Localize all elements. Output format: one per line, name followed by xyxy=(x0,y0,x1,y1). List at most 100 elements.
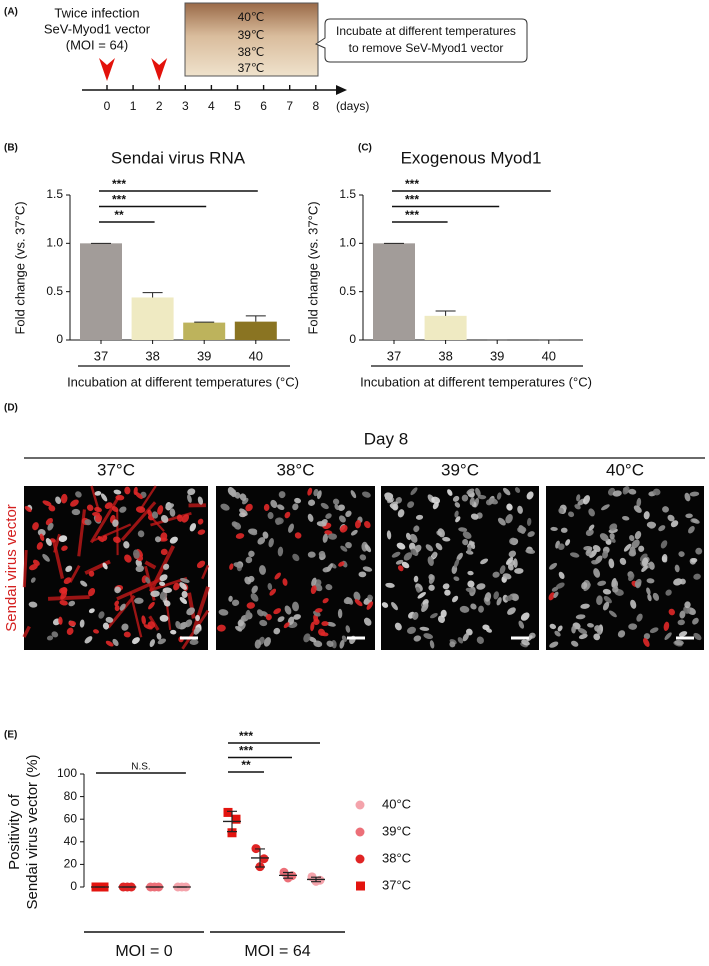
nucleus xyxy=(134,597,144,604)
nucleus xyxy=(79,619,85,628)
nucleus xyxy=(628,573,635,582)
y-tick-label: 80 xyxy=(64,789,78,803)
nucleus xyxy=(391,551,401,558)
nucleus xyxy=(145,577,151,584)
nucleus xyxy=(413,575,419,583)
nucleus xyxy=(401,561,410,569)
nucleus xyxy=(499,565,506,575)
nucleus xyxy=(303,633,311,643)
fiber xyxy=(187,592,196,619)
nucleus xyxy=(648,522,656,529)
nucleus xyxy=(39,533,45,541)
nucleus xyxy=(47,522,54,531)
nucleus xyxy=(361,491,371,498)
nucleus xyxy=(603,595,612,604)
day-label: 4 xyxy=(208,99,215,113)
nucleus xyxy=(691,518,700,524)
fiber xyxy=(84,559,111,575)
error-bar xyxy=(435,310,456,316)
nucleus xyxy=(325,513,332,519)
y-axis-label: Fold change (vs. 37°C) xyxy=(305,201,320,334)
nucleus xyxy=(364,544,372,553)
nucleus xyxy=(549,641,559,648)
day-label: 5 xyxy=(234,99,241,113)
nucleus xyxy=(353,591,361,601)
fiber xyxy=(22,550,28,588)
nucleus xyxy=(649,627,659,634)
nucleus xyxy=(451,595,459,603)
nucleus xyxy=(310,621,315,632)
nucleus xyxy=(283,622,290,629)
nucleus xyxy=(318,550,326,558)
nucleus xyxy=(601,504,610,511)
nucleus xyxy=(568,511,575,518)
nucleus xyxy=(86,504,94,511)
y-tick-label: 0 xyxy=(70,879,77,893)
nucleus xyxy=(558,507,564,514)
nucleus xyxy=(123,631,131,638)
callout-text: to remove SeV-Myod1 vector xyxy=(349,41,504,55)
nucleus xyxy=(294,497,302,504)
nucleus xyxy=(322,597,329,604)
nucleus xyxy=(560,527,568,533)
fiber xyxy=(191,586,210,632)
nucleus xyxy=(292,553,300,562)
nucleus xyxy=(275,518,282,526)
nucleus xyxy=(115,494,125,501)
bar xyxy=(234,321,277,340)
nucleus xyxy=(663,621,670,631)
nucleus xyxy=(70,499,79,507)
nucleus xyxy=(278,491,286,499)
nucleus xyxy=(274,572,281,580)
nucleus xyxy=(233,522,242,530)
nucleus xyxy=(229,563,234,570)
nucleus xyxy=(105,616,114,623)
nucleus xyxy=(187,494,192,503)
fiber xyxy=(77,509,87,557)
nucleus xyxy=(461,494,469,502)
nucleus xyxy=(594,625,601,632)
nucleus xyxy=(574,504,581,510)
nucleus xyxy=(410,533,418,543)
nucleus xyxy=(520,612,530,621)
nucleus xyxy=(576,494,581,502)
nucleus xyxy=(513,558,518,568)
nucleus xyxy=(270,499,278,508)
nucleus xyxy=(163,600,171,607)
bar xyxy=(131,297,174,340)
nucleus xyxy=(413,525,420,533)
nucleus xyxy=(363,617,372,626)
nucleus xyxy=(569,552,580,558)
nucleus xyxy=(259,619,268,627)
nucleus xyxy=(484,592,492,602)
nucleus xyxy=(549,562,558,570)
y-tick-label: 40 xyxy=(64,834,78,848)
fiber xyxy=(51,539,65,579)
nucleus xyxy=(121,623,129,631)
nucleus xyxy=(292,601,299,612)
group-label: MOI = 64 xyxy=(244,943,310,960)
nucleus xyxy=(124,486,131,495)
y-axis-label: Sendai virus vector (%) xyxy=(24,754,41,909)
nucleus xyxy=(622,515,630,521)
nucleus xyxy=(320,502,329,510)
y-tick-label: 60 xyxy=(64,811,78,825)
significance-label: N.S. xyxy=(131,762,150,773)
nucleus xyxy=(184,619,193,628)
nucleus xyxy=(493,591,499,600)
nucleus xyxy=(284,511,291,519)
nucleus xyxy=(273,627,281,635)
nucleus xyxy=(245,503,253,512)
nucleus xyxy=(689,491,700,497)
nucleus xyxy=(366,601,374,610)
nucleus xyxy=(246,602,255,609)
nucleus xyxy=(265,613,272,621)
nucleus xyxy=(550,526,558,531)
nucleus xyxy=(154,536,162,543)
legend-label: 38°C xyxy=(382,850,411,865)
nucleus xyxy=(321,519,328,525)
nucleus xyxy=(417,591,427,599)
nucleus xyxy=(216,624,226,632)
temperature: 37℃ xyxy=(238,61,265,75)
